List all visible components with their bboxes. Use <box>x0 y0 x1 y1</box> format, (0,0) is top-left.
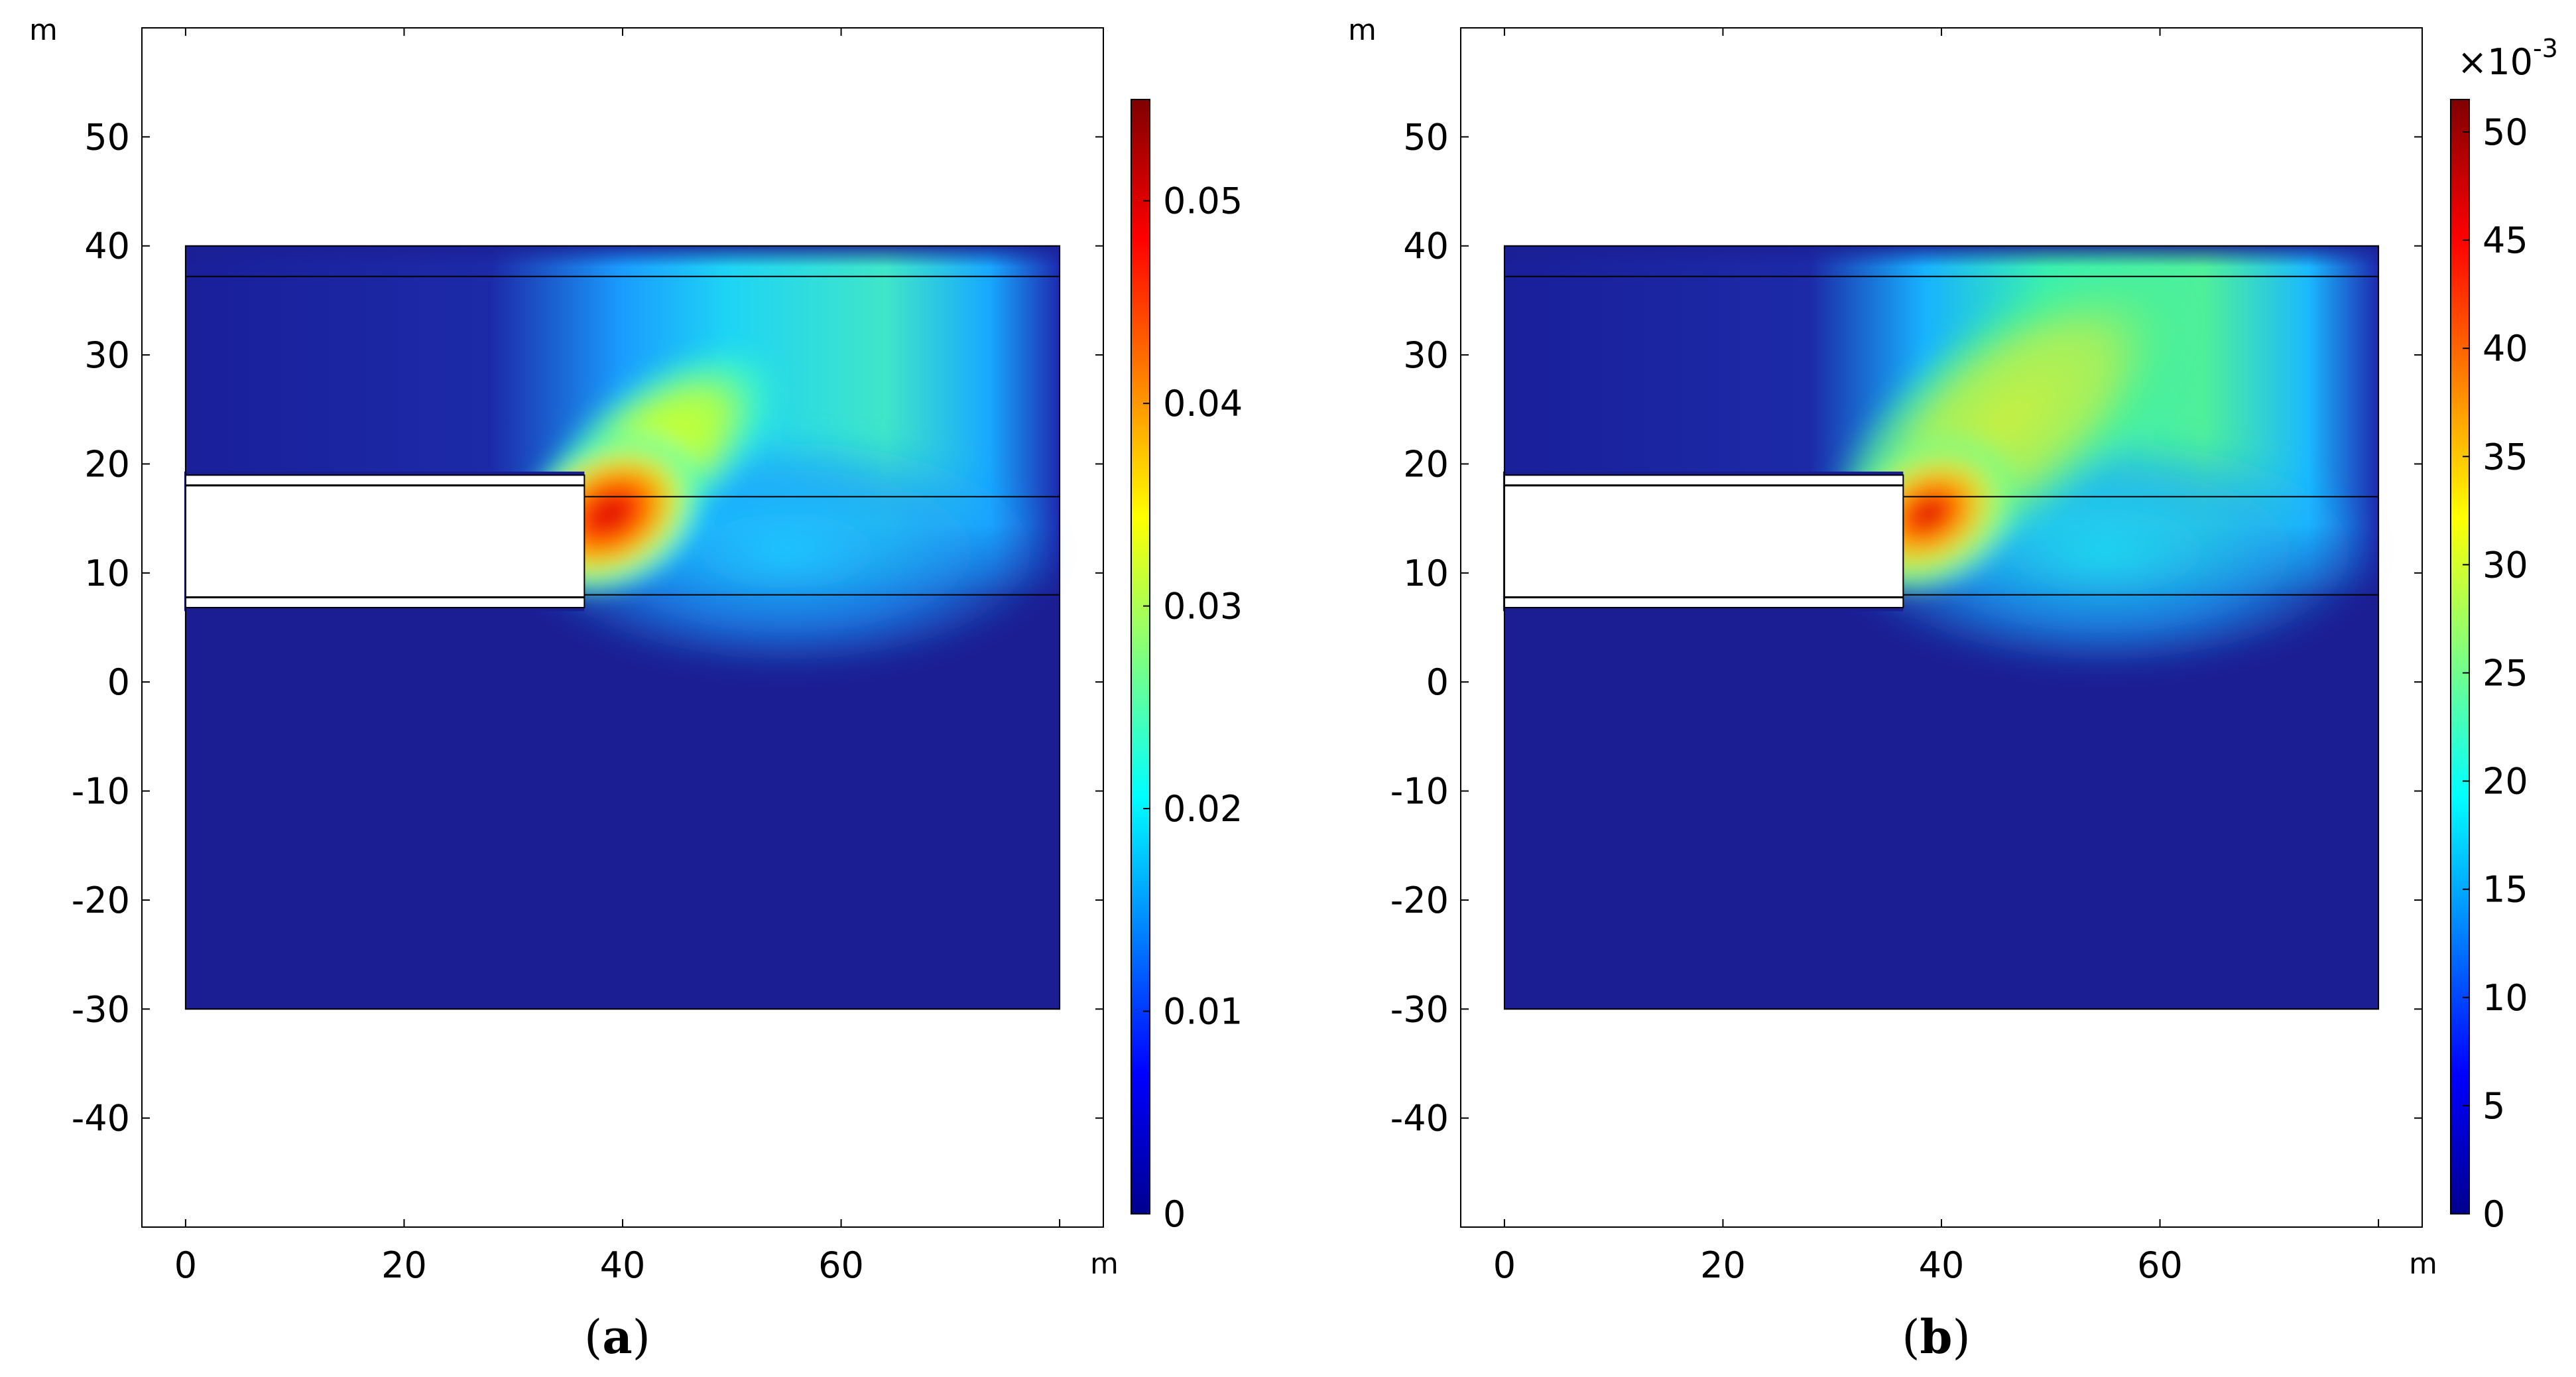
y-tick-label: 20 <box>1403 443 1449 485</box>
y-tick-label: 10 <box>84 553 130 594</box>
x-unit-label: m <box>2409 1247 2437 1281</box>
y-tick-label: -30 <box>1390 988 1449 1030</box>
y-tick-label: 40 <box>84 226 130 267</box>
colorbar-tick-label: 5 <box>2483 1085 2505 1127</box>
caption-letter: b <box>1920 1309 1953 1364</box>
caption-paren: ) <box>633 1310 650 1364</box>
y-tick-label: -10 <box>72 771 130 813</box>
colorbar-tick-label: 0 <box>2483 1193 2505 1235</box>
y-tick-label: -40 <box>72 1098 130 1140</box>
colorbar-tick-label: 0 <box>1163 1193 1186 1235</box>
y-tick-label: -20 <box>72 880 130 921</box>
x-tick-label: 20 <box>381 1244 427 1286</box>
upper-lining <box>184 474 585 486</box>
y-tick-label: 40 <box>1403 226 1449 267</box>
y-tick-label: 30 <box>84 334 130 376</box>
colorbar-tick-label: 0.04 <box>1163 383 1243 425</box>
field-plot <box>1503 245 2380 1010</box>
y-tick-label: 50 <box>1403 116 1449 158</box>
colorbar-tick-label: 15 <box>2483 869 2528 911</box>
colorbar-tick-label: 0.03 <box>1163 586 1243 627</box>
colorbar-gradient <box>2450 99 2470 1214</box>
x-tick-label: 0 <box>174 1244 197 1286</box>
y-tick-label: 10 <box>1403 553 1449 594</box>
caption-paren: ( <box>1902 1310 1920 1364</box>
colorbar-gradient <box>1131 99 1150 1214</box>
y-tick-label: -10 <box>1390 771 1449 813</box>
y-unit-label: m <box>1348 13 1377 47</box>
colorbar-tick-label: 25 <box>2483 652 2528 694</box>
caption-paren: ) <box>1952 1310 1970 1364</box>
excavation-cavity <box>184 485 585 598</box>
colorbar-tick-label: 45 <box>2483 220 2528 261</box>
lower-lining <box>184 597 585 609</box>
x-tick-label: 60 <box>818 1244 864 1286</box>
y-tick-label: 50 <box>84 116 130 158</box>
y-unit-label: m <box>29 13 58 47</box>
excavation-cavity <box>1503 485 1904 598</box>
x-tick-label: 60 <box>2137 1244 2183 1286</box>
colorbar: 0 0.01 0.02 0.03 0.04 0.05 <box>1131 99 1243 1235</box>
x-tick-label: 0 <box>1493 1244 1516 1286</box>
field-plot <box>184 245 1061 1010</box>
domain-outline <box>184 245 1061 1010</box>
panel-caption: (a) <box>584 1309 650 1364</box>
y-tick-label: 0 <box>107 661 130 703</box>
colorbar-tick-label: 40 <box>2483 328 2528 369</box>
colorbar-tick-label: 30 <box>2483 544 2528 586</box>
panel-a: 50 40 30 20 10 0 -10 -20 -30 -40 0 20 40 60 m m 0 0.01 0.0… <box>29 13 1243 1364</box>
x-unit-label: m <box>1090 1247 1119 1281</box>
panel-caption: (b) <box>1902 1309 1971 1364</box>
colorbar-tick-label: 50 <box>2483 111 2528 153</box>
y-tick-label: 30 <box>1403 334 1449 376</box>
lower-lining <box>1503 597 1904 609</box>
colorbar-tick-label: 0.05 <box>1163 180 1243 222</box>
caption-letter: a <box>602 1309 632 1364</box>
domain-outline <box>1503 245 2380 1010</box>
colorbar-tick-label: 20 <box>2483 761 2528 803</box>
y-tick-label: -30 <box>72 988 130 1030</box>
y-tick-label: -20 <box>1390 880 1449 921</box>
colorbar-exponent-base: ×10 <box>2457 41 2533 83</box>
colorbar: 0 5 10 15 20 25 30 35 40 45 50 ×10-3 <box>2450 34 2558 1235</box>
x-tick-label: 20 <box>1700 1244 1746 1286</box>
x-tick-label: 40 <box>600 1244 646 1286</box>
colorbar-tick-label: 0.01 <box>1163 991 1243 1033</box>
colorbar-exponent-power: -3 <box>2533 34 2558 63</box>
panel-b: 50 40 30 20 10 0 -10 -20 -30 -40 0 20 40 60 m m 0 5 10 15 20… <box>1348 13 2558 1364</box>
caption-paren: ( <box>584 1310 602 1364</box>
y-tick-label: 0 <box>1426 661 1449 703</box>
colorbar-exponent-label: ×10-3 <box>2457 34 2558 83</box>
y-tick-label: -40 <box>1390 1098 1449 1140</box>
upper-lining <box>1503 474 1904 486</box>
colorbar-tick-label: 10 <box>2483 977 2528 1019</box>
x-tick-label: 40 <box>1919 1244 1965 1286</box>
y-tick-label: 20 <box>84 443 130 485</box>
colorbar-tick-label: 35 <box>2483 436 2528 478</box>
colorbar-tick-label: 0.02 <box>1163 788 1243 830</box>
